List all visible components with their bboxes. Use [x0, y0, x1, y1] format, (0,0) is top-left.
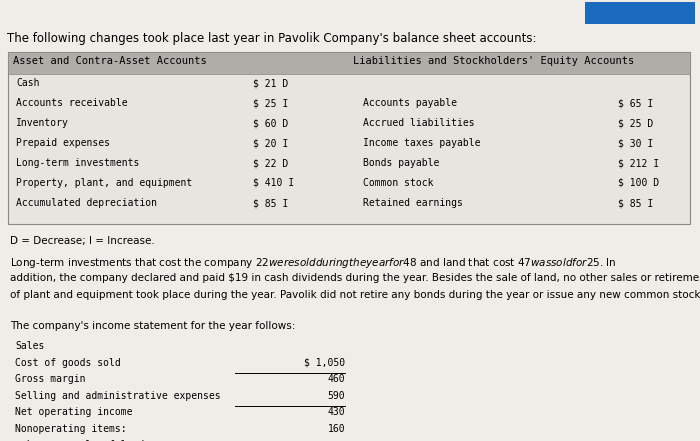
Text: 460: 460	[328, 374, 345, 384]
Text: Sales: Sales	[15, 341, 44, 351]
Text: 430: 430	[328, 407, 345, 417]
Text: 590: 590	[328, 390, 345, 400]
Text: Bonds payable: Bonds payable	[363, 158, 440, 168]
Text: Income taxes payable: Income taxes payable	[363, 138, 480, 148]
Text: $ 85 I: $ 85 I	[253, 198, 288, 208]
Text: Accumulated depreciation: Accumulated depreciation	[16, 198, 157, 208]
Text: Gross margin: Gross margin	[15, 374, 85, 384]
Text: addition, the company declared and paid $19 in cash dividends during the year. B: addition, the company declared and paid …	[10, 273, 700, 283]
Text: Property, plant, and equipment: Property, plant, and equipment	[16, 178, 192, 188]
Text: Long-term investments: Long-term investments	[16, 158, 139, 168]
Text: $ 21 D: $ 21 D	[253, 78, 288, 88]
Text: $ 85 I: $ 85 I	[618, 198, 653, 208]
Text: The company's income statement for the year follows:: The company's income statement for the y…	[10, 321, 295, 331]
Text: $ 1,050: $ 1,050	[304, 358, 345, 367]
Text: Selling and administrative expenses: Selling and administrative expenses	[15, 390, 220, 400]
Text: Common stock: Common stock	[363, 178, 433, 188]
Text: Check my w: Check my w	[590, 8, 660, 18]
Text: $ 100 D: $ 100 D	[618, 178, 659, 188]
Text: $ 60 D: $ 60 D	[253, 118, 288, 128]
Text: $ 410 I: $ 410 I	[253, 178, 294, 188]
Text: D = Decrease; I = Increase.: D = Decrease; I = Increase.	[10, 236, 155, 246]
Text: $ 30 I: $ 30 I	[618, 138, 653, 148]
Text: Retained earnings: Retained earnings	[363, 198, 463, 208]
Text: of plant and equipment took place during the year. Pavolik did not retire any bo: of plant and equipment took place during…	[10, 290, 700, 300]
Text: The following changes took place last year in Pavolik Company's balance sheet ac: The following changes took place last ye…	[7, 32, 536, 45]
Text: Cash: Cash	[16, 78, 39, 88]
Text: $ (22): $ (22)	[225, 440, 260, 441]
Text: $ 20 I: $ 20 I	[253, 138, 288, 148]
Text: $ 22 D: $ 22 D	[253, 158, 288, 168]
Text: Loss on sale of land: Loss on sale of land	[15, 440, 144, 441]
Text: Accrued liabilities: Accrued liabilities	[363, 118, 475, 128]
Text: Asset and Contra-Asset Accounts: Asset and Contra-Asset Accounts	[13, 56, 206, 66]
Text: Prepaid expenses: Prepaid expenses	[16, 138, 110, 148]
Text: 160: 160	[328, 423, 345, 434]
Text: Inventory: Inventory	[16, 118, 69, 128]
Text: Accounts receivable: Accounts receivable	[16, 98, 127, 108]
Text: Nonoperating items:: Nonoperating items:	[15, 423, 127, 434]
Text: $ 25 I: $ 25 I	[253, 98, 288, 108]
Text: $ 65 I: $ 65 I	[618, 98, 653, 108]
Text: $ 212 I: $ 212 I	[618, 158, 659, 168]
Text: Long-term investments that cost the company $22 were sold during the year for $4: Long-term investments that cost the comp…	[10, 256, 617, 270]
Text: Cost of goods sold: Cost of goods sold	[15, 358, 120, 367]
Text: Liabilities and Stockholders' Equity Accounts: Liabilities and Stockholders' Equity Acc…	[353, 56, 634, 66]
Text: Net operating income: Net operating income	[15, 407, 132, 417]
Text: $ 25 D: $ 25 D	[618, 118, 653, 128]
Text: Accounts payable: Accounts payable	[363, 98, 457, 108]
